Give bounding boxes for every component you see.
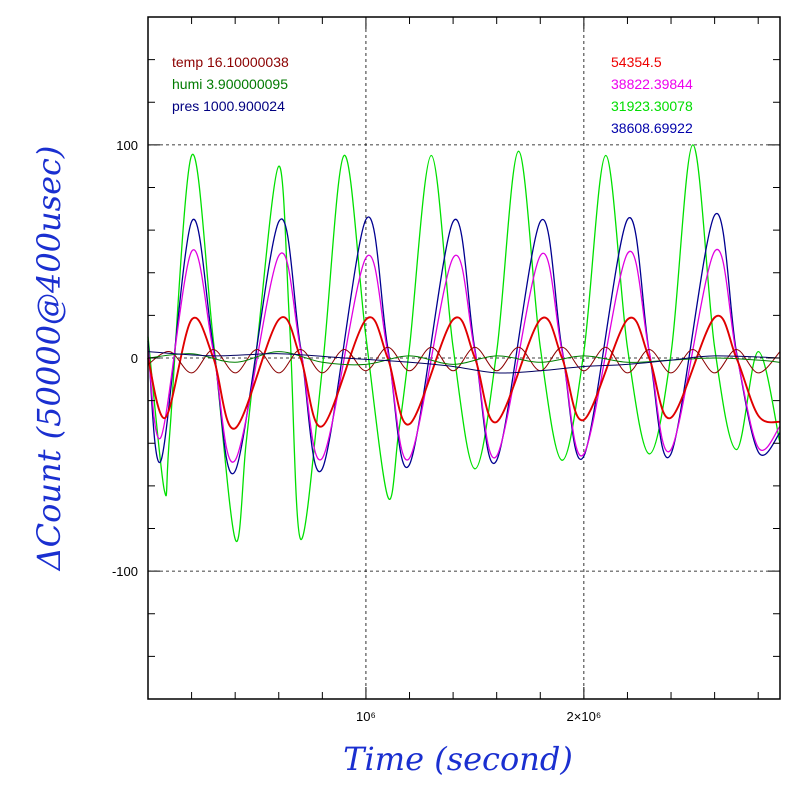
legend-right-entry: 31923.30078: [611, 98, 693, 114]
legend-left-entry: pres 1000.900024: [172, 98, 285, 114]
series-line-4: [147, 346, 781, 374]
y-tick-label: -100: [112, 564, 138, 579]
y-tick-label: 100: [116, 138, 138, 153]
legend-left: temp 16.10000038 humi 3.900000095 pres 100…: [172, 54, 289, 114]
tick-labels: -100 0 100 10⁶ 2×10⁶: [112, 138, 601, 724]
series-line-1: [147, 212, 781, 475]
y-tick-label: 0: [131, 351, 138, 366]
legend-left-entry: humi 3.900000095: [172, 76, 288, 92]
legend-right-entry: 38608.69922: [611, 120, 693, 136]
series-line-6: [147, 351, 781, 374]
legend-right: 54354.5 38822.39844 31923.30078 38608.69922: [611, 54, 693, 136]
series-line-5: [147, 351, 781, 366]
series-line-3: [147, 314, 781, 430]
x-tick-label: 2×10⁶: [567, 709, 602, 724]
y-axis-title: ΔCount (50000@400usec): [30, 146, 68, 573]
axis-ticks: [148, 16, 780, 700]
legend-right-entry: 38822.39844: [611, 76, 693, 92]
legend-left-entry: temp 16.10000038: [172, 54, 289, 70]
series-line-0: [147, 144, 781, 543]
series-line-2: [147, 248, 781, 463]
x-axis-title: Time (second): [343, 740, 573, 778]
legend-right-entry: 54354.5: [611, 54, 662, 70]
series-lines: [147, 144, 781, 543]
x-tick-label: 10⁶: [356, 709, 376, 724]
